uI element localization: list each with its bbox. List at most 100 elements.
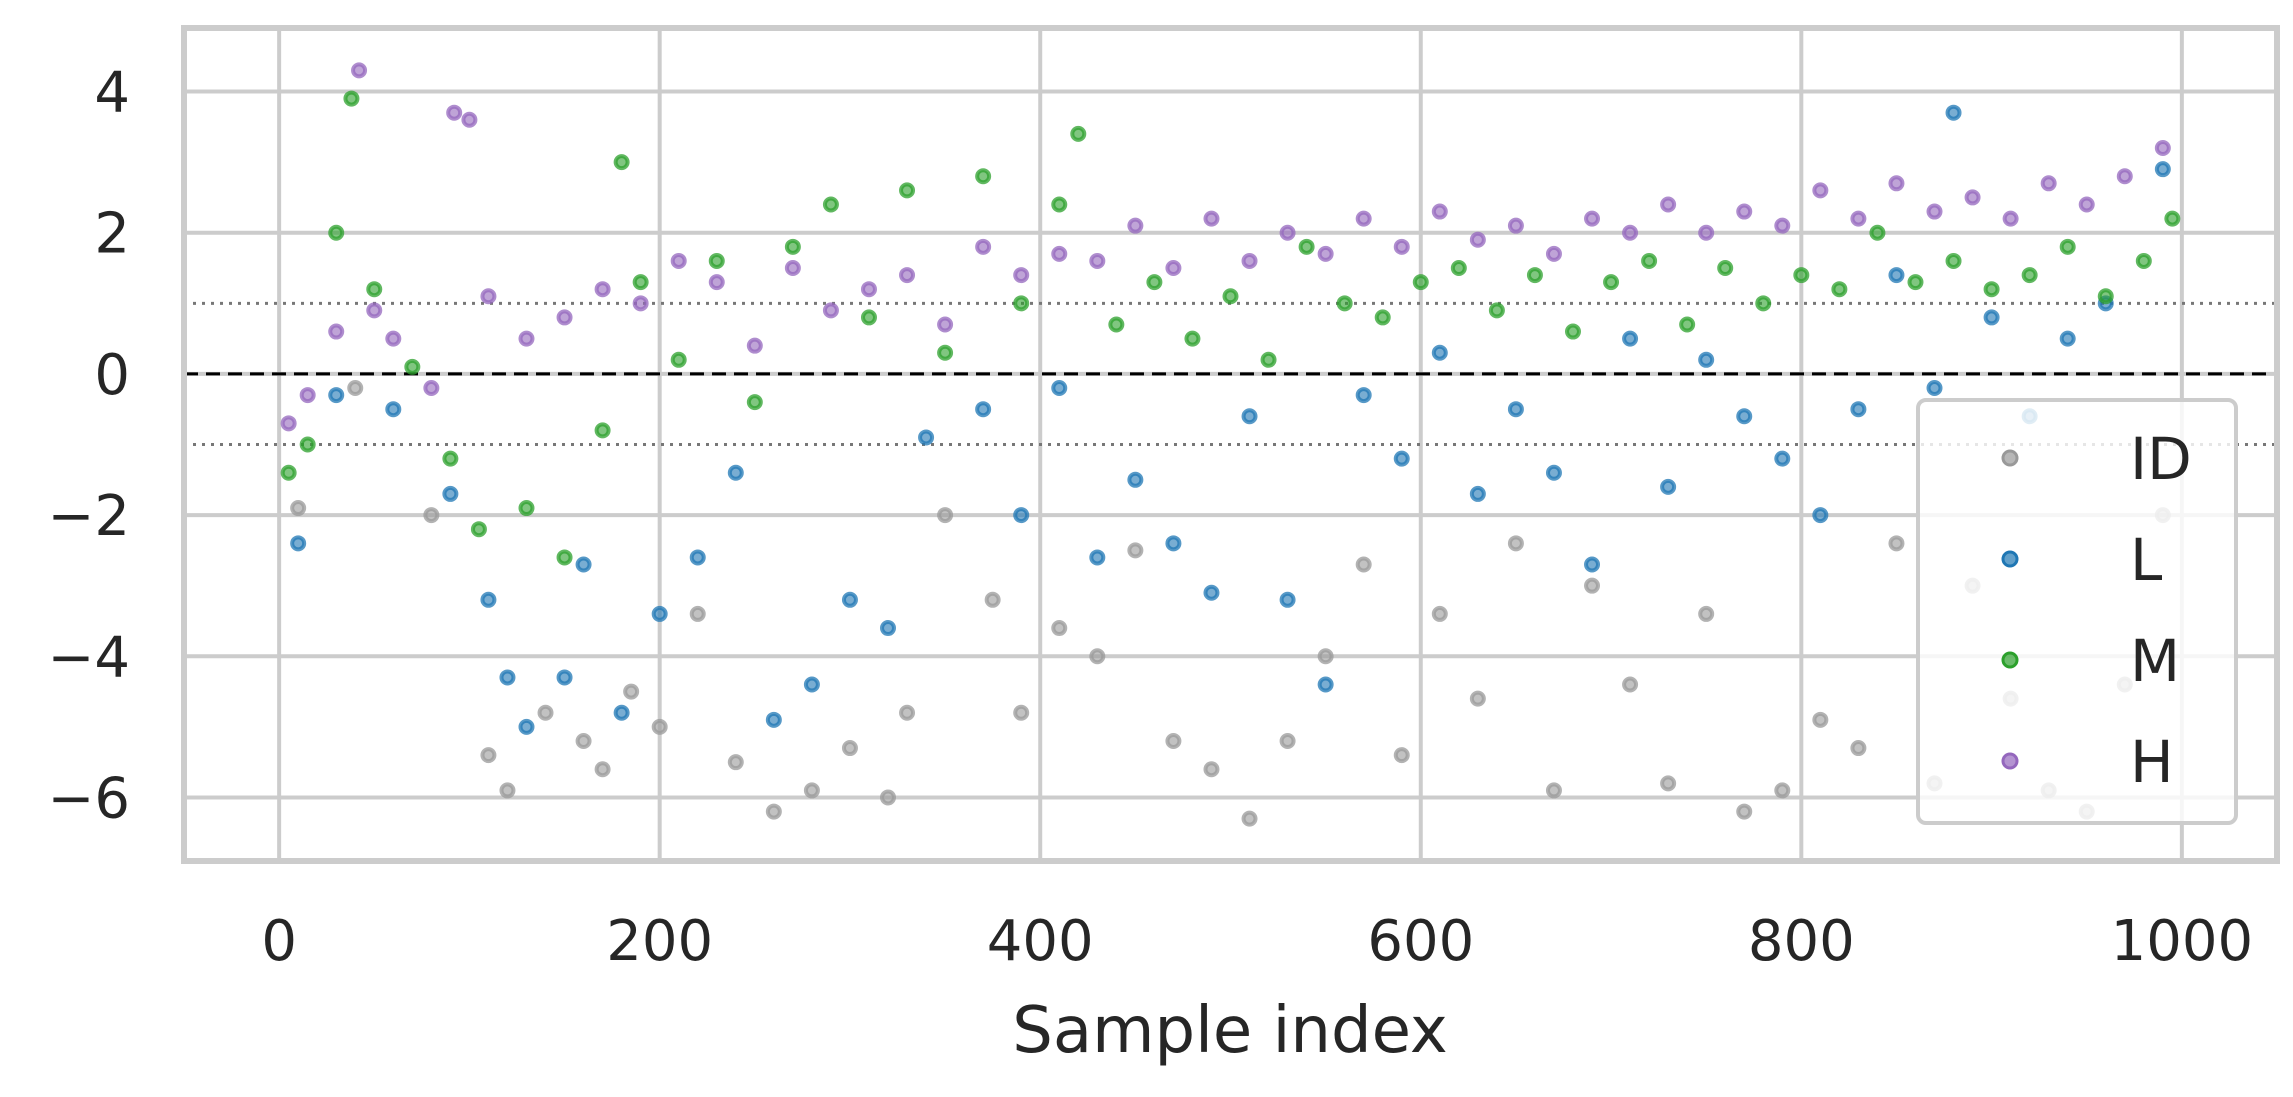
data-point-h bbox=[1622, 224, 1639, 241]
data-point-h bbox=[328, 323, 345, 340]
data-point-l bbox=[575, 556, 592, 573]
data-point-l bbox=[918, 429, 935, 446]
data-point-id bbox=[347, 380, 364, 397]
x-tick-label: 600 bbox=[1367, 909, 1474, 974]
data-point-m bbox=[594, 422, 611, 439]
data-point-m bbox=[784, 238, 801, 255]
data-point-m bbox=[1793, 267, 1810, 284]
data-point-m bbox=[1564, 323, 1581, 340]
data-point-h bbox=[1355, 210, 1372, 227]
data-point-m bbox=[632, 274, 649, 291]
legend-marker-l bbox=[2001, 550, 2019, 568]
data-point-id bbox=[1888, 535, 1905, 552]
data-point-id bbox=[765, 803, 782, 820]
y-tick-label: −2 bbox=[47, 484, 130, 549]
data-point-m bbox=[1869, 224, 1886, 241]
data-point-h bbox=[1926, 203, 1943, 220]
data-point-m bbox=[1222, 288, 1239, 305]
data-point-l bbox=[2154, 161, 2171, 178]
data-point-l bbox=[1983, 309, 2000, 326]
data-point-m bbox=[1641, 252, 1658, 269]
data-point-m bbox=[1755, 295, 1772, 312]
data-point-h bbox=[1888, 175, 1905, 192]
data-point-l bbox=[1926, 380, 1943, 397]
legend-marker-m bbox=[2001, 651, 2019, 669]
x-tick-label: 0 bbox=[261, 909, 297, 974]
data-point-h bbox=[1774, 217, 1791, 234]
data-point-l bbox=[880, 620, 897, 637]
data-point-l bbox=[1089, 549, 1106, 566]
data-point-h bbox=[1584, 210, 1601, 227]
data-point-l bbox=[1774, 450, 1791, 467]
data-point-h bbox=[708, 274, 725, 291]
plot-frame bbox=[181, 25, 2280, 864]
legend-label: M bbox=[2130, 627, 2180, 695]
data-point-id bbox=[803, 782, 820, 799]
data-point-id bbox=[575, 732, 592, 749]
data-point-h bbox=[1850, 210, 1867, 227]
data-point-l bbox=[841, 591, 858, 608]
data-point-m bbox=[1184, 330, 1201, 347]
data-point-m bbox=[442, 450, 459, 467]
data-point-l bbox=[1698, 351, 1715, 368]
data-point-id bbox=[1317, 648, 1334, 665]
data-point-l bbox=[613, 704, 630, 721]
y-tick-label: 4 bbox=[94, 61, 130, 126]
data-point-id bbox=[984, 591, 1001, 608]
data-point-id bbox=[1051, 620, 1068, 637]
data-point-id bbox=[841, 740, 858, 757]
data-point-id bbox=[1507, 535, 1524, 552]
x-tick-label: 1000 bbox=[2111, 909, 2254, 974]
data-point-id bbox=[594, 761, 611, 778]
data-point-l bbox=[1431, 344, 1448, 361]
data-point-l bbox=[499, 669, 516, 686]
data-point-l bbox=[1127, 471, 1144, 488]
data-point-h bbox=[1279, 224, 1296, 241]
legend-label: H bbox=[2130, 728, 2174, 796]
y-tick-label: 2 bbox=[94, 202, 130, 267]
data-point-m bbox=[975, 168, 992, 185]
data-point-id bbox=[880, 789, 897, 806]
data-point-l bbox=[1545, 464, 1562, 481]
data-point-l bbox=[651, 605, 668, 622]
data-point-id bbox=[1584, 577, 1601, 594]
data-point-m bbox=[1298, 238, 1315, 255]
data-point-m bbox=[613, 154, 630, 171]
data-point-l bbox=[1945, 104, 1962, 121]
data-point-m bbox=[2021, 267, 2038, 284]
data-point-l bbox=[442, 485, 459, 502]
data-point-id bbox=[1013, 704, 1030, 721]
data-point-h bbox=[1203, 210, 1220, 227]
data-point-l bbox=[290, 535, 307, 552]
data-point-l bbox=[1507, 401, 1524, 418]
y-tick-label: −6 bbox=[47, 766, 130, 831]
data-point-l bbox=[1279, 591, 1296, 608]
data-point-id bbox=[1355, 556, 1372, 573]
data-point-m bbox=[328, 224, 345, 241]
data-point-m bbox=[1412, 274, 1429, 291]
data-point-l bbox=[1241, 408, 1258, 425]
y-tick-label: 0 bbox=[94, 343, 130, 408]
data-point-m bbox=[299, 436, 316, 453]
x-tick-labels: 0 200 400 600 800 1000 bbox=[261, 909, 2253, 974]
data-point-m bbox=[670, 351, 687, 368]
data-point-m bbox=[822, 196, 839, 213]
data-point-l bbox=[556, 669, 573, 686]
data-point-l bbox=[1736, 408, 1753, 425]
data-point-id bbox=[1279, 732, 1296, 749]
data-point-m bbox=[280, 464, 297, 481]
data-point-id bbox=[1622, 676, 1639, 693]
data-point-id bbox=[1089, 648, 1106, 665]
data-point-l bbox=[689, 549, 706, 566]
data-point-h bbox=[1127, 217, 1144, 234]
data-point-m bbox=[1450, 260, 1467, 277]
data-point-h bbox=[423, 380, 440, 397]
data-point-id bbox=[1127, 542, 1144, 559]
data-point-m bbox=[1260, 351, 1277, 368]
data-points bbox=[280, 62, 2181, 827]
data-point-id bbox=[937, 507, 954, 524]
data-point-l bbox=[1203, 584, 1220, 601]
data-point-h bbox=[351, 62, 368, 79]
data-point-l bbox=[1013, 507, 1030, 524]
